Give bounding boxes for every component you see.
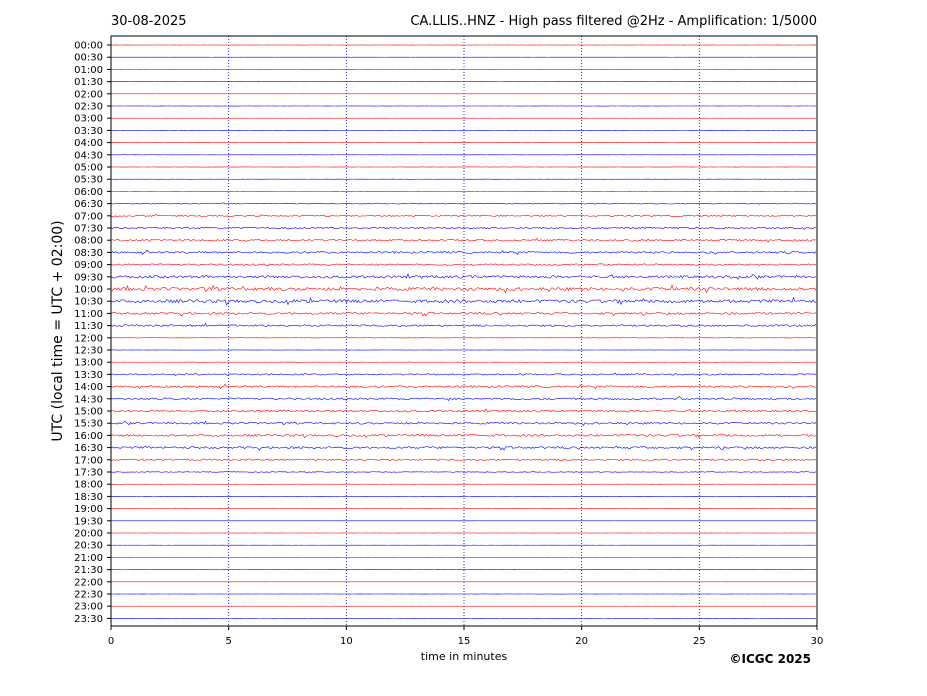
y-tick-label: 00:00 <box>74 41 103 52</box>
y-tick-label: 20:30 <box>74 541 103 552</box>
trace-row <box>110 322 817 327</box>
y-tick-label: 21:00 <box>74 553 103 564</box>
trace-row <box>110 237 817 243</box>
y-tick-label: 14:00 <box>74 382 103 393</box>
y-tick-label: 15:30 <box>74 419 103 430</box>
vertical-gridlines <box>228 36 700 626</box>
y-tick-label: 09:00 <box>74 260 103 271</box>
trace-row <box>110 296 817 306</box>
y-tick-label: 21:30 <box>74 565 103 576</box>
y-tick-label: 03:30 <box>74 126 103 137</box>
x-axis-label: time in minutes <box>421 650 508 663</box>
y-tick-label: 23:30 <box>74 614 103 625</box>
y-tick-label: 17:30 <box>74 468 103 479</box>
y-tick-label: 12:00 <box>74 333 103 344</box>
y-tick-label: 13:30 <box>74 370 103 381</box>
y-tick-label: 20:00 <box>74 529 103 540</box>
x-axis-ticks: 0 5 10 15 20 25 30 <box>108 626 824 647</box>
y-tick-label: 01:30 <box>74 77 103 88</box>
seismic-traces <box>110 44 817 619</box>
x-tick-label: 15 <box>458 636 471 647</box>
y-tick-label: 05:00 <box>74 163 103 174</box>
x-tick-label: 30 <box>811 636 824 647</box>
x-tick-label: 5 <box>225 636 231 647</box>
trace-row <box>110 420 817 426</box>
y-tick-label: 04:00 <box>74 138 103 149</box>
copyright-label: ©ICGC 2025 <box>729 652 811 666</box>
trace-row <box>110 213 817 218</box>
y-tick-label: 02:30 <box>74 102 103 113</box>
trace-row <box>110 284 817 294</box>
y-tick-label: 22:30 <box>74 590 103 601</box>
y-tick-label: 17:00 <box>74 455 103 466</box>
x-tick-label: 10 <box>340 636 353 647</box>
y-tick-label: 13:00 <box>74 358 103 369</box>
trace-row <box>110 311 817 317</box>
y-tick-label: 18:30 <box>74 492 103 503</box>
y-tick-label: 01:00 <box>74 65 103 76</box>
trace-row <box>110 433 817 439</box>
trace-row <box>110 408 817 413</box>
y-tick-label: 08:30 <box>74 248 103 259</box>
y-tick-label: 00:30 <box>74 53 103 64</box>
date-label: 30-08-2025 <box>111 14 187 29</box>
y-tick-label: 06:30 <box>74 199 103 210</box>
trace-row <box>110 471 817 473</box>
y-tick-label: 07:00 <box>74 211 103 222</box>
y-axis-label: UTC (local time = UTC + 02:00) <box>50 220 66 441</box>
y-tick-label: 11:30 <box>74 321 103 332</box>
trace-row <box>110 263 817 267</box>
x-tick-label: 0 <box>108 636 114 647</box>
y-tick-label: 05:30 <box>74 175 103 186</box>
y-tick-label: 16:30 <box>74 443 103 454</box>
x-tick-label: 25 <box>693 636 706 647</box>
y-tick-label: 10:00 <box>74 285 103 296</box>
y-tick-label: 07:30 <box>74 224 103 235</box>
trace-row <box>110 272 817 280</box>
trace-row <box>110 383 817 390</box>
y-tick-label: 10:30 <box>74 297 103 308</box>
y-tick-label: 02:00 <box>74 89 103 100</box>
y-tick-label: 23:00 <box>74 602 103 613</box>
y-tick-label: 22:00 <box>74 577 103 588</box>
y-tick-label: 15:00 <box>74 407 103 418</box>
trace-row <box>110 458 817 462</box>
y-tick-label: 09:30 <box>74 272 103 283</box>
y-tick-label: 19:00 <box>74 504 103 515</box>
y-tick-label: 04:30 <box>74 150 103 161</box>
y-tick-label: 08:00 <box>74 236 103 247</box>
y-tick-label: 18:00 <box>74 480 103 491</box>
trace-row <box>110 249 817 255</box>
y-tick-label: 11:00 <box>74 309 103 320</box>
plot-frame <box>110 35 818 627</box>
y-tick-label: 14:30 <box>74 394 103 405</box>
trace-row <box>110 202 817 205</box>
y-tick-label: 03:00 <box>74 114 103 125</box>
y-tick-label: 19:30 <box>74 516 103 527</box>
y-tick-label: 06:00 <box>74 187 103 198</box>
trace-row <box>110 372 817 376</box>
y-tick-label: 12:30 <box>74 346 103 357</box>
chart-title: CA.LLIS..HNZ - High pass filtered @2Hz -… <box>410 14 817 29</box>
trace-row <box>110 396 817 402</box>
x-tick-label: 20 <box>575 636 588 647</box>
trace-row <box>110 226 817 230</box>
y-tick-label: 16:00 <box>74 431 103 442</box>
trace-row <box>110 445 817 451</box>
